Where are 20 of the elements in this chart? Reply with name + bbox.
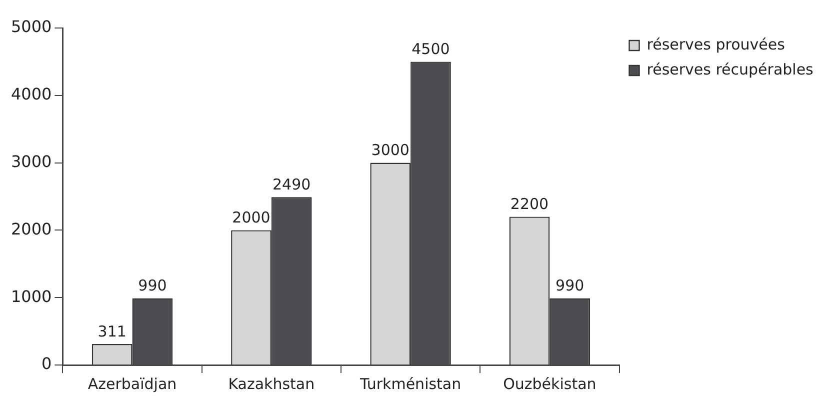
y-tick-label: 5000: [11, 17, 52, 36]
legend-label: réserves prouvées: [646, 35, 786, 54]
data-label: 990: [138, 276, 167, 295]
y-tick-label: 2000: [11, 219, 52, 238]
data-label: 2200: [510, 195, 549, 214]
data-label: 990: [556, 276, 584, 295]
x-tick-label: Kazakhstan: [228, 374, 315, 393]
data-label: 3000: [371, 141, 410, 160]
data-label: 2000: [232, 208, 270, 227]
data-label: 311: [98, 322, 126, 340]
y-tick-label: 1000: [11, 286, 52, 306]
y-tick-label: 0: [42, 354, 52, 374]
x-tick-label: Turkménistan: [358, 374, 462, 393]
y-tick-label: 3000: [11, 152, 52, 171]
legend-label: réserves récupérables: [646, 60, 814, 78]
y-tick-label: 4000: [11, 84, 52, 104]
x-tick-label: Ouzbékistan: [503, 374, 596, 393]
data-label: 2490: [272, 176, 311, 194]
x-tick-label: Azerbaïdjan: [88, 374, 177, 393]
data-label: 4500: [412, 40, 450, 58]
